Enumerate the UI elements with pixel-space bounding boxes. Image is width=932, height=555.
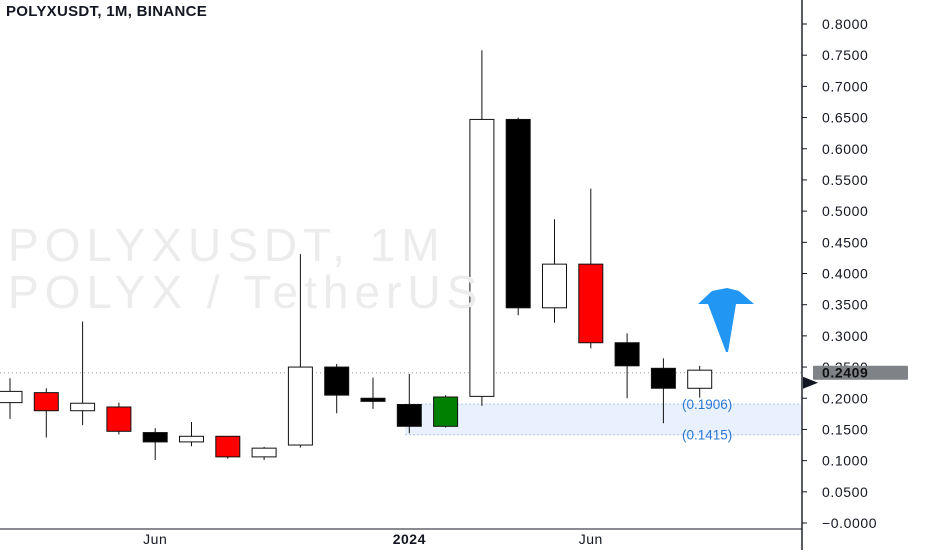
y-tick-label: 0.3500 bbox=[822, 297, 868, 313]
y-tick-label: 0.1500 bbox=[822, 421, 868, 437]
x-tick-label: Jun bbox=[143, 531, 167, 547]
candle[interactable] bbox=[542, 219, 567, 323]
candle-body bbox=[215, 435, 241, 458]
candle-body bbox=[179, 435, 204, 443]
y-tick-label: 0.4500 bbox=[822, 234, 868, 250]
candle[interactable] bbox=[0, 378, 23, 419]
watermark-symbol: POLYXUSDT, 1M bbox=[8, 219, 446, 271]
candle[interactable] bbox=[433, 395, 459, 428]
x-tick-label: 2024 bbox=[393, 531, 426, 547]
candle-body bbox=[542, 263, 567, 309]
candle[interactable] bbox=[287, 254, 313, 448]
candle-body bbox=[106, 406, 132, 432]
candle[interactable] bbox=[360, 377, 386, 409]
candle[interactable] bbox=[106, 402, 132, 435]
candle[interactable] bbox=[324, 363, 350, 414]
y-tick-label: 0.5500 bbox=[822, 172, 868, 188]
level-label: (0.1906) bbox=[682, 397, 732, 412]
chart-title: POLYXUSDT, 1M, BINANCE bbox=[6, 3, 208, 20]
y-tick-label: 0.0500 bbox=[822, 484, 868, 500]
y-tick-label: 0.7000 bbox=[822, 78, 868, 94]
candle-body bbox=[251, 447, 277, 458]
y-tick-label: 0.5000 bbox=[822, 203, 868, 219]
candle-body bbox=[396, 403, 422, 427]
x-tick-label: Jun bbox=[579, 531, 603, 547]
candle[interactable] bbox=[578, 188, 604, 349]
candle-body bbox=[287, 366, 313, 446]
candle[interactable] bbox=[142, 428, 168, 461]
y-tick-label: 0.8000 bbox=[822, 16, 868, 32]
candle-body bbox=[33, 392, 59, 412]
candle[interactable] bbox=[650, 358, 676, 424]
current-price-badge bbox=[813, 365, 908, 380]
y-tick-label: 0.7500 bbox=[822, 47, 868, 63]
candle[interactable] bbox=[396, 373, 422, 434]
watermark-pair: POLYX / TetherUS bbox=[8, 266, 484, 318]
candle[interactable] bbox=[70, 321, 96, 426]
candle-body bbox=[469, 118, 495, 397]
y-tick-label: 0.2000 bbox=[822, 390, 868, 406]
candle-body bbox=[614, 342, 640, 367]
y-tick-label: 0.6000 bbox=[822, 141, 868, 157]
current-price-label: 0.2409 bbox=[822, 365, 868, 381]
candle-body bbox=[578, 263, 604, 344]
candle[interactable] bbox=[614, 333, 640, 399]
y-tick-label: −0.0000 bbox=[822, 515, 877, 531]
y-tick-label: 0.4000 bbox=[822, 266, 868, 282]
candle-body bbox=[324, 366, 350, 396]
y-tick-label: 0.3000 bbox=[822, 328, 868, 344]
candle-body bbox=[360, 397, 386, 402]
candle-body bbox=[0, 390, 23, 404]
candle-body bbox=[687, 369, 713, 389]
y-tick-label: 0.6500 bbox=[822, 110, 868, 126]
candle-body bbox=[433, 396, 459, 427]
candle-body bbox=[70, 402, 96, 412]
y-tick-label: 0.1000 bbox=[822, 453, 868, 469]
candle[interactable] bbox=[251, 446, 277, 461]
candle[interactable] bbox=[33, 388, 59, 438]
candle[interactable] bbox=[215, 435, 241, 459]
level-label: (0.1415) bbox=[682, 428, 732, 443]
candle-body bbox=[505, 118, 531, 309]
candle[interactable] bbox=[179, 421, 204, 447]
candle-body bbox=[142, 432, 168, 443]
support-zone bbox=[405, 404, 801, 435]
candle[interactable] bbox=[505, 117, 531, 316]
up-arrow-icon bbox=[698, 288, 754, 352]
candle[interactable] bbox=[469, 50, 495, 406]
candle[interactable] bbox=[687, 365, 713, 398]
price-pointer-icon bbox=[803, 376, 818, 389]
candle-body bbox=[650, 367, 676, 389]
